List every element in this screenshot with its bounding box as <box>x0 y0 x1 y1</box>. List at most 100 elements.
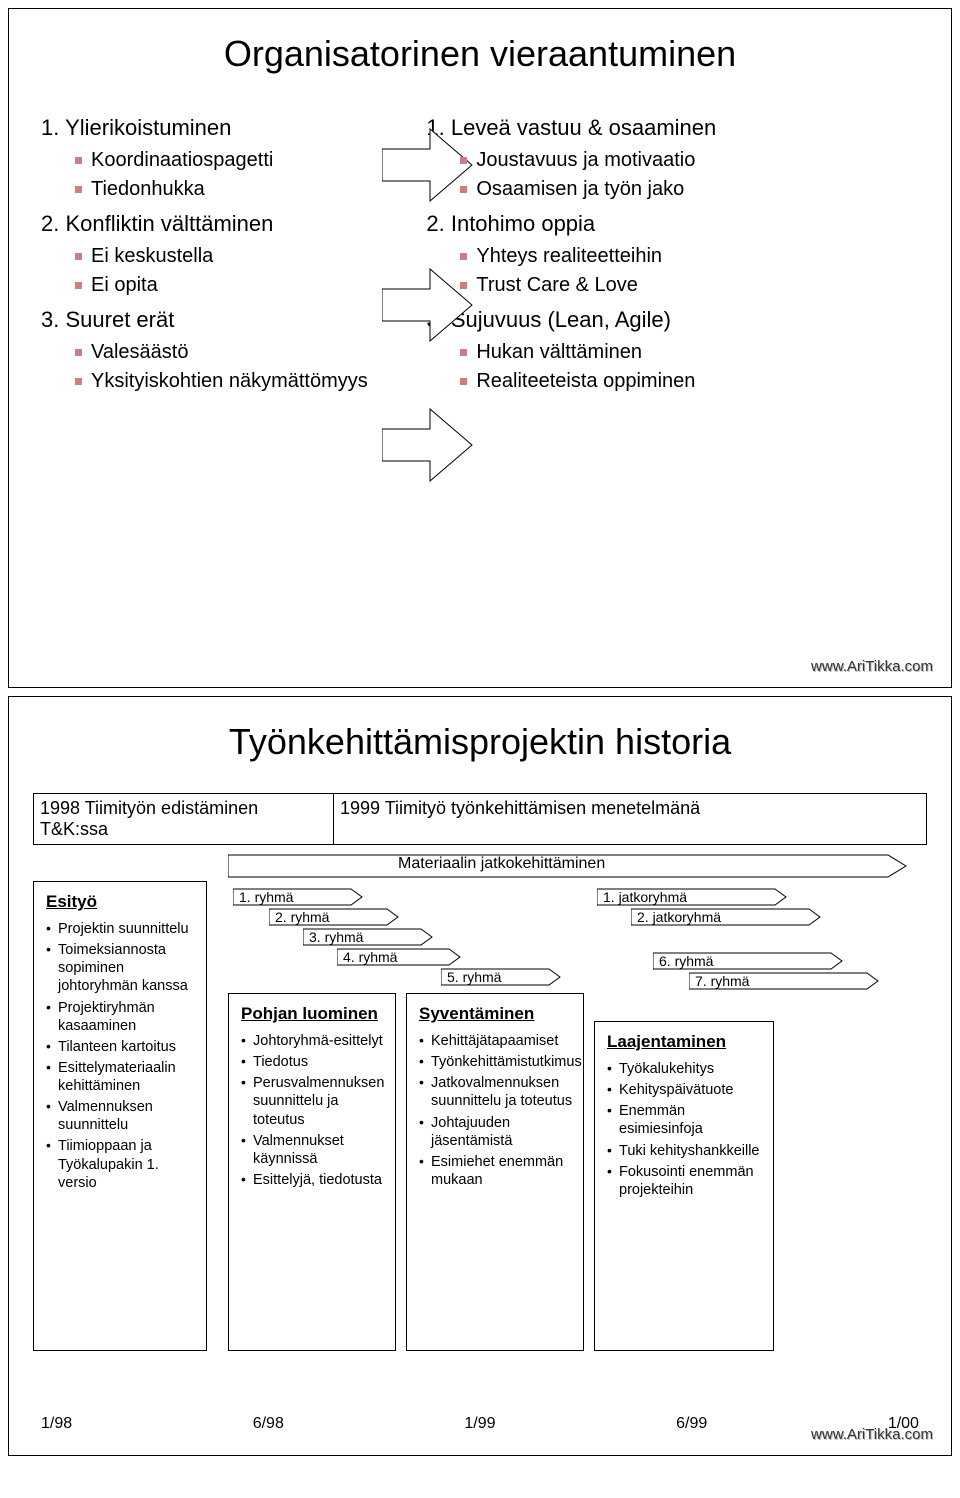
phase-item: Työnkehittämistutkimus <box>419 1053 573 1071</box>
group-arrow: 1. jatkoryhmä <box>597 887 787 909</box>
time-tick: 1/98 <box>41 1415 72 1433</box>
footer-link: www.AriTikka.com <box>811 658 933 675</box>
phase-item: Fokusointi enemmän projekteihin <box>607 1163 763 1199</box>
phase-item: Tilanteen kartoitus <box>46 1038 196 1056</box>
timeline-body: Materiaalin jatkokehittäminen 1. ryhmä 2.… <box>33 853 927 1393</box>
phase-item: Johtoryhmä-esittelyt <box>241 1032 385 1050</box>
left-item-2: 2. Konfliktin välttäminen <box>41 211 426 237</box>
phase-item: Projektin suunnittelu <box>46 920 196 938</box>
group-arrow-label: 2. ryhmä <box>275 909 329 925</box>
phase-list: Työkalukehitys Kehityspäivätuote Enemmän… <box>607 1060 763 1199</box>
group-arrow-label: 1. jatkoryhmä <box>603 889 687 905</box>
group-arrow: 2. ryhmä <box>269 907 399 929</box>
group-arrow: 6. ryhmä <box>653 951 843 973</box>
group-arrow: 7. ryhmä <box>689 971 879 993</box>
phase-item: Tiimioppaan ja Työkalupakin 1. versio <box>46 1137 196 1191</box>
group-arrow-label: 2. jatkoryhmä <box>637 909 721 925</box>
left-sub-3: Valesäästö Yksityiskohtien näkymättömyys <box>41 341 426 393</box>
right-sub-3: Hukan välttäminen Realiteeteista oppimin… <box>426 341 819 393</box>
label: Ylierikoistuminen <box>65 115 231 140</box>
phase-title: Esityö <box>46 892 196 912</box>
group-arrow: 1. ryhmä <box>233 887 363 909</box>
phase-laajentaminen: Laajentaminen Työkalukehitys Kehityspäiv… <box>594 1021 774 1351</box>
label: Sujuvuus (Lean, Agile) <box>451 307 671 332</box>
phase-title: Pohjan luominen <box>241 1004 385 1024</box>
slide-organisatorinen: Organisatorinen vieraantuminen 1. Ylieri… <box>8 8 952 688</box>
phase-item: Projektiryhmän kasaaminen <box>46 999 196 1035</box>
timeline-header: 1998 Tiimityön edistäminen T&K:ssa 1999 … <box>33 793 927 845</box>
phase-item: Enemmän esimiesinfoja <box>607 1102 763 1138</box>
bullet: Ei opita <box>75 274 426 297</box>
slide2-title: Työnkehittämisprojektin historia <box>33 721 927 763</box>
num: 3. <box>41 307 59 332</box>
time-tick: 1/99 <box>464 1415 495 1433</box>
num: 2. <box>41 211 59 236</box>
phase-item: Esittelymateriaalin kehittäminen <box>46 1059 196 1095</box>
right-sub-1: Joustavuus ja motivaatio Osaamisen ja ty… <box>426 149 819 201</box>
right-item-3: 3. Sujuvuus (Lean, Agile) <box>426 307 819 333</box>
label: Konfliktin välttäminen <box>65 211 273 236</box>
group-arrow-label: 1. ryhmä <box>239 889 293 905</box>
right-sub-2: Yhteys realiteetteihin Trust Care & Love <box>426 245 819 297</box>
bullet: Valesäästö <box>75 341 426 364</box>
phase-item: Kehityspäivätuote <box>607 1081 763 1099</box>
phase-item: Työkalukehitys <box>607 1060 763 1078</box>
phase-item: Valmennukset käynnissä <box>241 1132 385 1168</box>
bullet: Yhteys realiteetteihin <box>460 245 819 268</box>
label: Leveä vastuu & osaaminen <box>451 115 716 140</box>
phase-item: Jatkovalmennuksen suunnittelu ja toteutu… <box>419 1074 573 1110</box>
time-tick: 6/99 <box>676 1415 707 1433</box>
header-1999: 1999 Tiimityö työnkehittämisen menetelmä… <box>333 793 927 845</box>
bullet: Yksityiskohtien näkymättömyys <box>75 370 426 393</box>
label: Suuret erät <box>65 307 174 332</box>
group-arrow: 2. jatkoryhmä <box>631 907 821 929</box>
left-sub-2: Ei keskustella Ei opita <box>41 245 426 297</box>
bullet: Osaamisen ja työn jako <box>460 178 819 201</box>
slide1-right-col: 1. Leveä vastuu & osaaminen Joustavuus j… <box>426 105 819 399</box>
bullet: Trust Care & Love <box>460 274 819 297</box>
bullet: Hukan välttäminen <box>460 341 819 364</box>
group-arrow: 5. ryhmä <box>441 967 561 989</box>
left-sub-1: Koordinaatiospagetti Tiedonhukka <box>41 149 426 201</box>
phase-item: Toimeksiannosta sopiminen johtoryhmän ka… <box>46 941 196 995</box>
phase-list: Projektin suunnittelu Toimeksiannosta so… <box>46 920 196 1192</box>
phase-item: Perusvalmennuksen suunnittelu ja toteutu… <box>241 1074 385 1128</box>
phase-list: Johtoryhmä-esittelyt Tiedotus Perusvalme… <box>241 1032 385 1189</box>
material-banner: Materiaalin jatkokehittäminen <box>228 853 908 879</box>
phase-item: Tiedotus <box>241 1053 385 1071</box>
right-item-2: 2. Intohimo oppia <box>426 211 819 237</box>
bullet: Koordinaatiospagetti <box>75 149 426 172</box>
phase-item: Esimiehet enemmän mukaan <box>419 1153 573 1189</box>
bullet: Realiteeteista oppiminen <box>460 370 819 393</box>
num: 1. <box>41 115 59 140</box>
group-arrow-label: 5. ryhmä <box>447 969 501 985</box>
phase-item: Tuki kehityshankkeille <box>607 1142 763 1160</box>
phase-title: Syventäminen <box>419 1004 573 1024</box>
time-axis: 1/98 6/98 1/99 6/99 1/00 <box>41 1415 919 1433</box>
right-item-1: 1. Leveä vastuu & osaaminen <box>426 115 819 141</box>
bullet: Tiedonhukka <box>75 178 426 201</box>
phase-pohjan-luominen: Pohjan luominen Johtoryhmä-esittelyt Tie… <box>228 993 396 1351</box>
phase-list: Kehittäjätapaamiset Työnkehittämistutkim… <box>419 1032 573 1189</box>
slide1-title: Organisatorinen vieraantuminen <box>33 33 927 75</box>
group-arrow-label: 6. ryhmä <box>659 953 713 969</box>
group-arrow: 4. ryhmä <box>337 947 461 969</box>
phase-item: Johtajuuden jäsentämistä <box>419 1114 573 1150</box>
header-1998: 1998 Tiimityön edistäminen T&K:ssa <box>33 793 333 845</box>
material-banner-label: Materiaalin jatkokehittäminen <box>398 855 605 873</box>
phase-title: Laajentaminen <box>607 1032 763 1052</box>
group-arrow-label: 7. ryhmä <box>695 973 749 989</box>
time-tick: 6/98 <box>253 1415 284 1433</box>
slide1-left-col: 1. Ylierikoistuminen Koordinaatiospagett… <box>33 105 426 399</box>
phase-item: Kehittäjätapaamiset <box>419 1032 573 1050</box>
phase-syventaminen: Syventäminen Kehittäjätapaamiset Työnkeh… <box>406 993 584 1351</box>
slide1-columns: 1. Ylierikoistuminen Koordinaatiospagett… <box>33 105 927 399</box>
left-item-1: 1. Ylierikoistuminen <box>41 115 426 141</box>
left-item-3: 3. Suuret erät <box>41 307 426 333</box>
bullet: Ei keskustella <box>75 245 426 268</box>
phase-item: Esittelyjä, tiedotusta <box>241 1171 385 1189</box>
group-arrow-label: 4. ryhmä <box>343 949 397 965</box>
footer-link: www.AriTikka.com <box>811 1426 933 1443</box>
group-arrow-label: 3. ryhmä <box>309 929 363 945</box>
bullet: Joustavuus ja motivaatio <box>460 149 819 172</box>
